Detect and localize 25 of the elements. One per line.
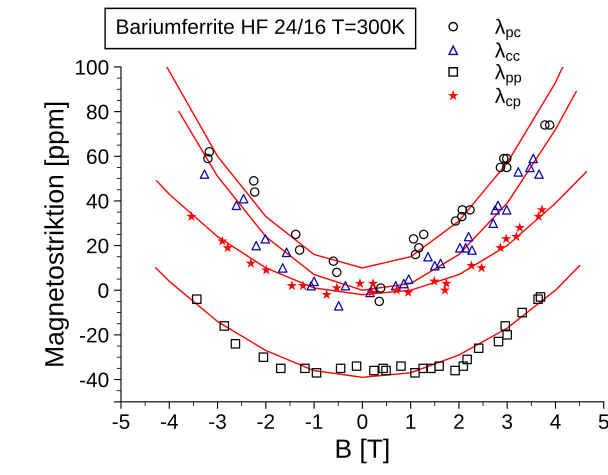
x-tick-label: 2 [454, 414, 464, 429]
x-tick-label: 1 [406, 414, 416, 429]
y-tick-label: 100 [76, 60, 108, 75]
legend-label: λ$_{cc}$ [495, 42, 520, 61]
y-tick-label: 60 [87, 149, 108, 164]
x-tick-label: -2 [257, 414, 274, 429]
x-axis-title: B [T] [336, 438, 388, 464]
legend-label: λ$_{cp}$ [495, 88, 520, 110]
y-tick-label: 40 [86, 194, 108, 209]
y-tick-label: 20 [87, 238, 108, 254]
x-tick-label: 4 [550, 414, 561, 429]
y-tick-label: -20 [80, 328, 108, 343]
x-tick-label: -5 [112, 414, 130, 429]
text: Bariumferrite HF 24/16 T=300K [117, 18, 405, 34]
y-axis-title: Magnetostriktion [ppm] [44, 102, 69, 366]
y-tick-label: -40 [80, 372, 108, 388]
x-tick-label: 0 [357, 414, 368, 429]
x-tick-label: -4 [160, 414, 178, 429]
legend-label: λ$_{pc}$ [495, 18, 520, 40]
x-tick-label: -1 [306, 414, 322, 429]
x-tick-label: 3 [502, 414, 512, 429]
legend-label: λ$_{pp}$ [495, 64, 522, 86]
y-tick-label: 80 [86, 104, 108, 120]
y-tick-label: 0 [98, 283, 108, 298]
x-tick-label: -3 [209, 414, 226, 429]
